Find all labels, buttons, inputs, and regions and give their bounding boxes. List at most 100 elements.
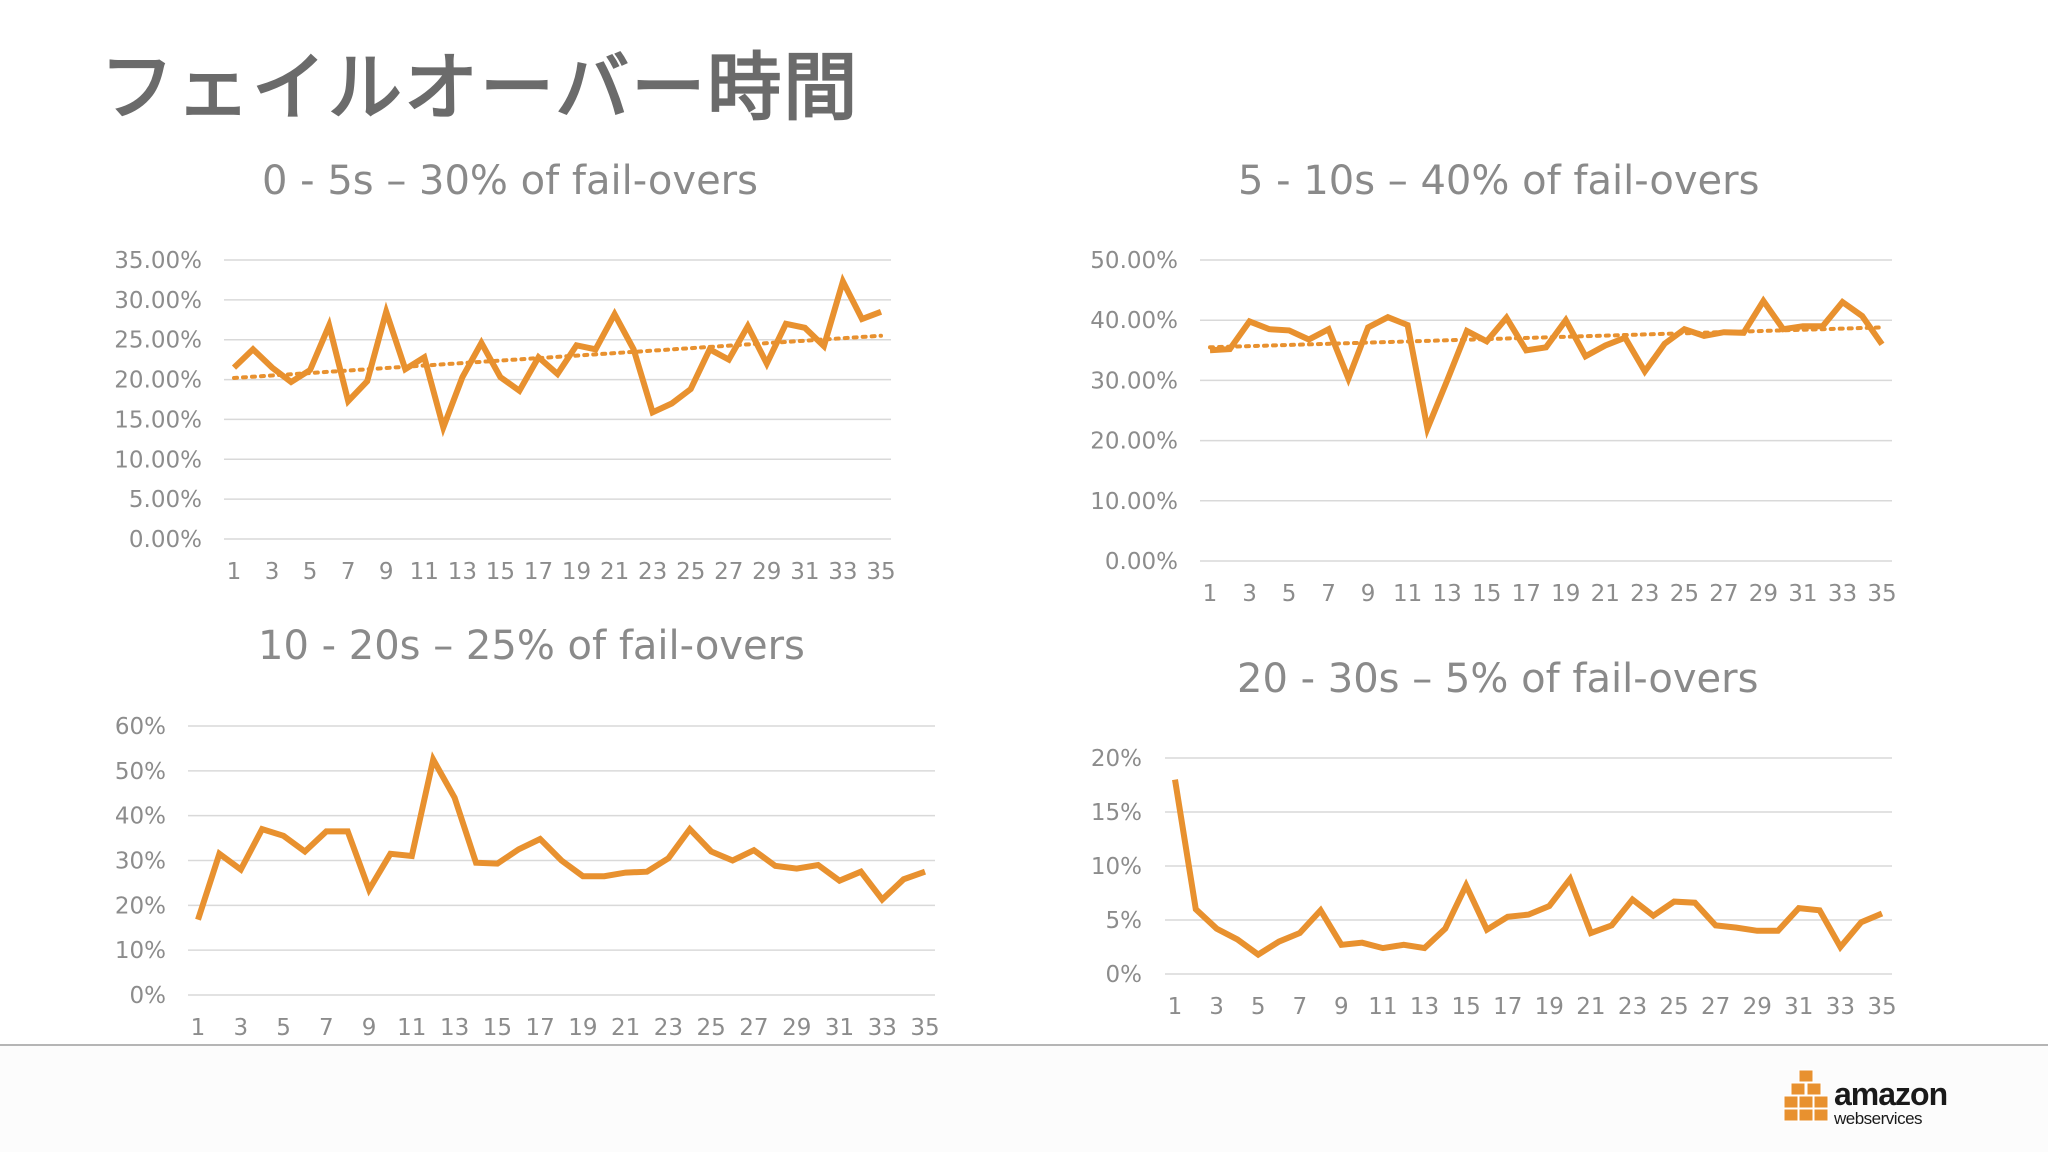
chart-2-point — [1622, 335, 1628, 341]
footer — [0, 1046, 2048, 1152]
chart-3-point — [195, 917, 201, 923]
chart-2-x-tick: 31 — [1788, 581, 1817, 607]
chart-3-point — [302, 849, 308, 855]
chart-4-x-tick: 19 — [1535, 994, 1564, 1020]
chart-1-point — [783, 321, 789, 327]
chart-1-point — [440, 424, 446, 430]
chart-1-x-tick: 33 — [828, 559, 857, 585]
chart-1-title: 0 - 5s – 30% of fail-overs — [262, 158, 758, 204]
chart-3-point — [559, 858, 565, 864]
chart-1-x-tick: 25 — [676, 559, 705, 585]
chart-1-point — [555, 371, 561, 377]
chart-4-point — [1463, 882, 1469, 888]
chart-1-point — [250, 346, 256, 352]
chart-4-x-tick: 9 — [1334, 994, 1349, 1020]
chart-3-point — [879, 897, 885, 903]
chart-1-point — [593, 346, 599, 352]
chart-2-x-tick: 33 — [1828, 581, 1857, 607]
chart-4-point — [1172, 777, 1178, 783]
chart-3-point — [216, 851, 222, 857]
chart-3-y-tick: 60% — [115, 714, 166, 740]
chart-1-x-tick: 1 — [227, 559, 242, 585]
chart-3-point — [516, 846, 522, 852]
chart-1-x-tick: 27 — [714, 559, 743, 585]
chart-3-y-tick: 0% — [130, 983, 167, 1009]
chart-1-point — [631, 346, 637, 352]
chart-4-point — [1671, 899, 1677, 905]
chart-2-x-tick: 35 — [1867, 581, 1896, 607]
chart-1-point — [364, 378, 370, 384]
chart-2-point — [1741, 330, 1747, 336]
chart-3-title: 10 - 20s – 25% of fail-overs — [258, 623, 805, 669]
chart-2-point — [1800, 323, 1806, 329]
chart-4-point — [1318, 907, 1324, 913]
chart-2-point — [1424, 426, 1430, 432]
chart-4-series-line — [1172, 779, 1884, 959]
chart-4-x-tick: 1 — [1168, 994, 1183, 1020]
chart-2-point — [1523, 347, 1529, 353]
chart-2-point — [1345, 376, 1351, 382]
chart-4-point — [1359, 940, 1365, 946]
chart-2-x-tick: 27 — [1709, 581, 1738, 607]
chart-2-y-tick: 50.00% — [1090, 248, 1178, 274]
chart-3-x-tick: 11 — [397, 1015, 426, 1041]
chart-4-point — [1526, 912, 1532, 918]
chart-3-point — [772, 863, 778, 869]
chart-2-point — [1839, 299, 1845, 305]
chart-3-point — [623, 870, 629, 876]
chart-4-x-tick: 33 — [1826, 994, 1855, 1020]
chart-4-x-tick: 31 — [1784, 994, 1813, 1020]
chart-3-x-tick: 21 — [611, 1015, 640, 1041]
chart-1-y-tick: 35.00% — [114, 248, 202, 274]
chart-3-x-tick: 15 — [483, 1015, 512, 1041]
chart-2-point — [1879, 341, 1885, 347]
chart-4-x-tick: 27 — [1701, 994, 1730, 1020]
chart-4-point — [1234, 936, 1240, 942]
chart-4-point — [1796, 905, 1802, 911]
chart-3-point — [281, 833, 287, 839]
aws-logo-subtext: webservices — [1834, 1109, 1923, 1128]
chart-3-point — [730, 858, 736, 864]
chart-2-point — [1405, 322, 1411, 328]
chart-4-point — [1733, 925, 1739, 931]
chart-3-point — [409, 853, 415, 859]
chart-1-point — [612, 311, 618, 317]
chart-4-point — [1255, 952, 1261, 958]
chart-4-point — [1817, 907, 1823, 913]
chart-3-point — [366, 887, 372, 893]
chart-3-point — [430, 757, 436, 763]
aws-logo-text: amazon — [1834, 1076, 1948, 1112]
chart-1-point — [231, 365, 237, 371]
chart-4-point — [1276, 939, 1282, 945]
chart-4-point — [1837, 944, 1843, 950]
chart-1-point — [802, 325, 808, 331]
chart-3-point — [815, 862, 821, 868]
chart-3-x-tick: 1 — [191, 1015, 206, 1041]
footer-divider — [0, 1044, 2048, 1046]
chart-3-y-tick: 30% — [115, 849, 166, 875]
chart-4-point — [1442, 926, 1448, 932]
chart-1-x-tick: 31 — [790, 559, 819, 585]
chart-2-x-tick: 11 — [1393, 581, 1422, 607]
chart-1: 0.00% 5.00% 10.00% 15.00% 20.00% 25.00% 30.00%… — [114, 248, 895, 585]
chart-3-point — [708, 849, 714, 855]
chart-4-point — [1484, 927, 1490, 933]
chart-2-x-tick: 5 — [1282, 581, 1297, 607]
chart-3-point — [580, 873, 586, 879]
chart-2-x-tick: 19 — [1551, 581, 1580, 607]
chart-2-point — [1760, 298, 1766, 304]
chart-4-point — [1338, 942, 1344, 948]
chart-1-point — [288, 379, 294, 385]
chart-3-x-tick: 17 — [525, 1015, 554, 1041]
chart-1-point — [421, 354, 427, 360]
chart-3-x-tick: 7 — [319, 1015, 334, 1041]
chart-2-point — [1602, 342, 1608, 348]
chart-4-x-tick: 21 — [1576, 994, 1605, 1020]
chart-3-x-tick: 23 — [654, 1015, 683, 1041]
chart-1-point — [402, 366, 408, 372]
chart-3-point — [473, 860, 479, 866]
chart-3-point — [794, 866, 800, 872]
chart-2-point — [1247, 318, 1253, 324]
chart-3-point — [537, 836, 543, 842]
chart-4-x-tick: 3 — [1209, 994, 1224, 1020]
